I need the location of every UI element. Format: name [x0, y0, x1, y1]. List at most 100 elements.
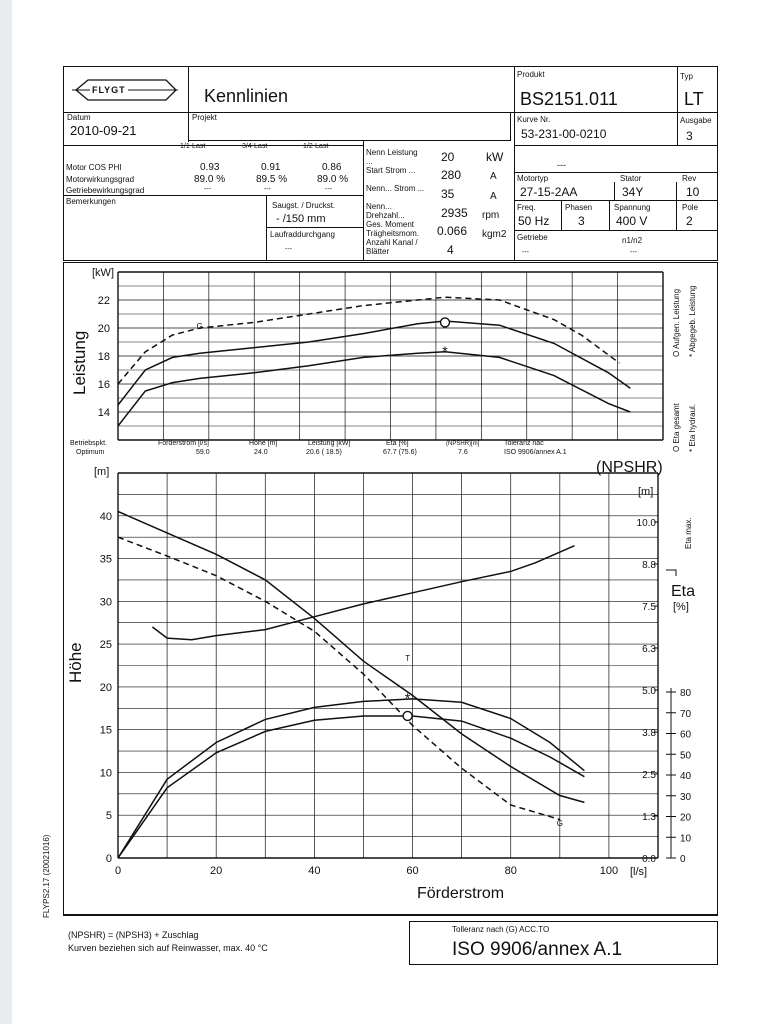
npshr-axis-label: (NPSHR) [596, 459, 663, 476]
power-markers: G* [197, 317, 451, 359]
divider [609, 200, 610, 230]
motortyp-value: 27-15-2AA [520, 185, 578, 199]
marker-symbol: * [442, 343, 448, 359]
power-legend-2: * Abgegeb. Leistung [688, 285, 697, 357]
power-curve [117, 296, 620, 385]
n1n2-value: --- [630, 249, 637, 256]
projekt-label: Projekt [192, 113, 217, 122]
divider [188, 66, 189, 112]
marker-circle [439, 317, 451, 328]
produkt-label: Produkt [517, 70, 545, 79]
npshr-tick-label: 8.8 [642, 560, 656, 571]
bemerkungen-label: Bemerkungen [66, 197, 116, 206]
head-markers: T * G [402, 654, 563, 828]
power-curve [117, 351, 631, 427]
motor-dash: --- [557, 160, 566, 170]
npshr-tick-label: 7.5 [642, 602, 656, 613]
head-curve [117, 698, 585, 859]
nenn-label: Anzahl Kanal / Blätter [366, 238, 418, 256]
divider [514, 66, 515, 261]
col-header-half: 1/2-Last [303, 143, 329, 150]
eta-tick-label: 60 [680, 730, 692, 741]
y-tick-label: 40 [100, 511, 112, 523]
divider [363, 141, 364, 261]
power-series [117, 296, 631, 427]
y-tick-label: 30 [100, 596, 112, 608]
col-header-full: 1/1-Last [180, 143, 206, 150]
nenn-label: Nenn... Strom ... [366, 184, 425, 193]
duty-col-value: ISO 9906/annex A.1 [504, 449, 567, 456]
nenn-unit: A [490, 171, 497, 182]
typ-value: LT [684, 89, 704, 109]
row-label: Getriebewirkungsgrad [66, 186, 145, 195]
divider [266, 227, 363, 228]
eta-tick-label: 70 [680, 709, 692, 720]
nenn-unit: kW [486, 150, 504, 164]
divider [63, 145, 363, 146]
nenn-value: 20 [441, 150, 455, 164]
brand-text: FLYGT [90, 85, 128, 95]
eta-max-mark [666, 569, 677, 576]
npshr-tick-label: 5.0 [642, 686, 656, 697]
datum-label: Datum [67, 113, 91, 122]
duty-col-label: Förderstrom [l/s] [158, 440, 209, 447]
divider [614, 182, 615, 200]
nenn-label: Nenn... Drehzahl... [366, 202, 405, 220]
projekt-box [188, 112, 511, 141]
ausgabe-label: Ausgabe [680, 116, 712, 125]
laufrad-value: --- [285, 246, 292, 253]
duty-col-label: Toleranz nac [504, 440, 544, 447]
y-tick-label: 35 [100, 554, 112, 566]
saugst-label: Saugst. / Druckst. [272, 201, 336, 210]
datum-value: 2010-09-21 [70, 123, 137, 138]
power-grid [117, 271, 664, 441]
row-label: Motorwirkungsgrad [66, 175, 135, 184]
duty-col-label: Eta [%] [386, 440, 409, 447]
duty-col-value: 67.7 (75.6) [383, 449, 417, 456]
motortyp-label: Motortyp [517, 174, 549, 183]
nenn-label: Start Strom ... [366, 166, 416, 175]
nenn-label: Ges. Moment Trägheitsmom. [366, 220, 420, 238]
x-tick-label: 40 [308, 865, 320, 877]
power-curve [117, 320, 631, 406]
y-tick-label: 20 [98, 323, 110, 335]
laufrad-label: Laufraddurchgang [270, 230, 335, 239]
divider [514, 172, 718, 173]
row-value: 89.5 % [256, 174, 288, 185]
power-ticks: 14 16 18 20 22 [98, 295, 110, 419]
npshr-tick-label: 2.5 [642, 770, 656, 781]
divider [514, 230, 718, 231]
eta-axis-unit: [%] [673, 601, 689, 613]
head-grid [117, 472, 659, 859]
y-tick-label: 20 [100, 682, 112, 694]
stator-label: Stator [620, 174, 642, 183]
eta-tick-label: 20 [680, 813, 692, 824]
divider [63, 915, 718, 916]
stator-value: 34Y [622, 185, 644, 199]
pole-label: Pole [682, 203, 699, 212]
row-value: 0.93 [200, 162, 220, 173]
duty-label: Optimum [76, 449, 105, 456]
spannung-label: Spannung [614, 203, 651, 212]
pole-value: 2 [686, 214, 693, 228]
x-tick-label: 0 [115, 865, 121, 877]
nenn-unit: A [490, 191, 497, 202]
eta-tick-label: 80 [680, 688, 692, 699]
head-ylabel: Höhe [66, 642, 85, 683]
tolerance-label: Tolleranz nach (G) ACC.TO [452, 925, 550, 934]
x-tick-label: 60 [406, 865, 418, 877]
spannung-value: 400 V [616, 214, 648, 228]
saugst-value: - /150 mm [276, 213, 326, 225]
divider [676, 182, 677, 200]
y-tick-label: 25 [100, 639, 112, 651]
typ-label: Typ [680, 72, 693, 81]
row-value: 0.91 [261, 162, 281, 173]
duty-col-value: 20.6 ( 18.5) [306, 449, 342, 456]
nenn-unit: kgm2 [482, 229, 507, 240]
nenn-unit: rpm [482, 210, 500, 221]
divider [677, 112, 678, 145]
head-xunit: [l/s] [630, 866, 648, 878]
divider [266, 195, 267, 261]
y-tick-label: 14 [98, 407, 110, 419]
